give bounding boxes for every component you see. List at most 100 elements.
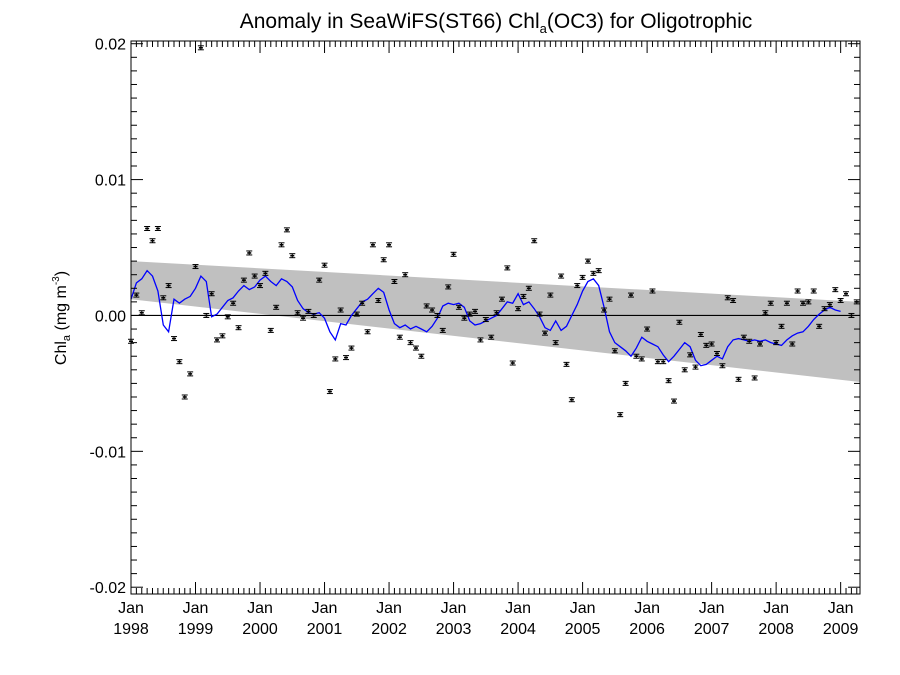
monthly-point bbox=[606, 296, 613, 302]
monthly-point bbox=[558, 273, 565, 279]
monthly-point bbox=[708, 341, 715, 347]
monthly-point bbox=[402, 272, 409, 278]
monthly-point bbox=[579, 274, 586, 280]
x-tick-label-month: Jan bbox=[441, 600, 467, 617]
monthly-point bbox=[757, 341, 764, 347]
monthly-point bbox=[601, 307, 608, 313]
monthly-point bbox=[165, 283, 172, 289]
monthly-point bbox=[498, 296, 505, 302]
monthly-point bbox=[235, 325, 242, 331]
x-tick-label-month: Jan bbox=[828, 600, 854, 617]
x-tick-label-year: 2004 bbox=[500, 621, 536, 638]
monthly-point bbox=[386, 242, 393, 248]
monthly-point bbox=[837, 298, 844, 304]
x-tick-label-year: 2002 bbox=[371, 621, 407, 638]
y-tick-label: 0.02 bbox=[95, 37, 126, 54]
monthly-point bbox=[262, 270, 269, 276]
chart-title-prefix: Anomaly in SeaWiFS(ST66) Chl bbox=[240, 10, 540, 33]
monthly-point bbox=[375, 298, 382, 304]
monthly-point bbox=[213, 337, 220, 343]
monthly-point bbox=[773, 340, 780, 346]
x-tick-label-month: Jan bbox=[118, 600, 144, 617]
monthly-point bbox=[746, 338, 753, 344]
monthly-point bbox=[536, 311, 543, 317]
monthly-point bbox=[289, 253, 296, 259]
x-tick-label-year: 2005 bbox=[565, 621, 601, 638]
trend-band bbox=[131, 261, 860, 382]
monthly-point bbox=[445, 284, 452, 290]
x-tick-label-month: Jan bbox=[505, 600, 531, 617]
monthly-point bbox=[810, 288, 817, 294]
monthly-point bbox=[568, 397, 575, 403]
monthly-point bbox=[687, 352, 694, 358]
monthly-point bbox=[622, 380, 629, 386]
y-axis-label-superscript: -3 bbox=[51, 276, 62, 285]
monthly-point bbox=[644, 326, 651, 332]
monthly-point bbox=[343, 355, 350, 361]
x-tick-label-year: 2008 bbox=[758, 621, 794, 638]
monthly-point bbox=[466, 311, 473, 317]
monthly-point bbox=[826, 302, 833, 308]
monthly-point bbox=[703, 342, 710, 348]
y-tick-label: 0.00 bbox=[95, 308, 126, 325]
monthly-point bbox=[455, 304, 462, 310]
monthly-point bbox=[488, 334, 495, 340]
monthly-point bbox=[509, 360, 516, 366]
monthly-point bbox=[493, 310, 500, 316]
monthly-point bbox=[283, 227, 290, 233]
monthly-point bbox=[176, 359, 183, 365]
y-axis-label-subscript: a bbox=[61, 334, 73, 341]
x-tick-label-month: Jan bbox=[763, 600, 789, 617]
monthly-point bbox=[300, 315, 307, 321]
chart-title-suffix: (OC3) for Oligotrophic bbox=[547, 10, 752, 33]
y-axis-label-main: Chl bbox=[53, 341, 70, 365]
monthly-point bbox=[649, 288, 656, 294]
monthly-point bbox=[590, 270, 597, 276]
monthly-point bbox=[541, 330, 548, 336]
monthly-point bbox=[461, 315, 468, 321]
monthly-point bbox=[391, 278, 398, 284]
monthly-point bbox=[434, 312, 441, 318]
monthly-point bbox=[429, 307, 436, 313]
monthly-point bbox=[133, 292, 140, 298]
monthly-point bbox=[294, 310, 301, 316]
monthly-point bbox=[627, 292, 634, 298]
monthly-point bbox=[563, 361, 570, 367]
monthly-point bbox=[439, 327, 446, 333]
monthly-point bbox=[230, 300, 237, 306]
monthly-point bbox=[273, 304, 280, 310]
monthly-point bbox=[520, 293, 527, 299]
monthly-point bbox=[724, 295, 731, 301]
monthly-point bbox=[515, 306, 522, 312]
monthly-point bbox=[660, 359, 667, 365]
x-tick-label-year: 2001 bbox=[307, 621, 343, 638]
monthly-point bbox=[353, 311, 360, 317]
chart-title: Anomaly in SeaWiFS(ST66) Chla(OC3) for O… bbox=[240, 10, 753, 36]
monthly-point bbox=[751, 375, 758, 381]
monthly-point bbox=[337, 307, 344, 313]
monthly-point bbox=[348, 345, 355, 351]
x-tick-label-month: Jan bbox=[312, 600, 338, 617]
monthly-point bbox=[316, 277, 323, 283]
y-tick-label: -0.02 bbox=[90, 580, 127, 597]
monthly-point bbox=[665, 378, 672, 384]
monthly-point bbox=[816, 323, 823, 329]
y-axis-label: Chla (mg m-3) bbox=[51, 271, 73, 365]
monthly-point bbox=[364, 329, 371, 335]
x-tick-label-month: Jan bbox=[183, 600, 209, 617]
monthly-point bbox=[240, 277, 247, 283]
monthly-point bbox=[671, 398, 678, 404]
monthly-point bbox=[310, 312, 317, 318]
monthly-point bbox=[800, 300, 807, 306]
monthly-point bbox=[138, 310, 145, 316]
monthly-point bbox=[767, 300, 774, 306]
x-tick-label-month: Jan bbox=[699, 600, 725, 617]
monthly-point bbox=[681, 367, 688, 373]
monthly-point bbox=[450, 251, 457, 257]
monthly-point bbox=[472, 308, 479, 314]
monthly-point bbox=[843, 291, 850, 297]
monthly-point bbox=[676, 319, 683, 325]
x-tick-label-year: 2003 bbox=[436, 621, 472, 638]
monthly-point bbox=[407, 340, 414, 346]
monthly-point bbox=[654, 359, 661, 365]
